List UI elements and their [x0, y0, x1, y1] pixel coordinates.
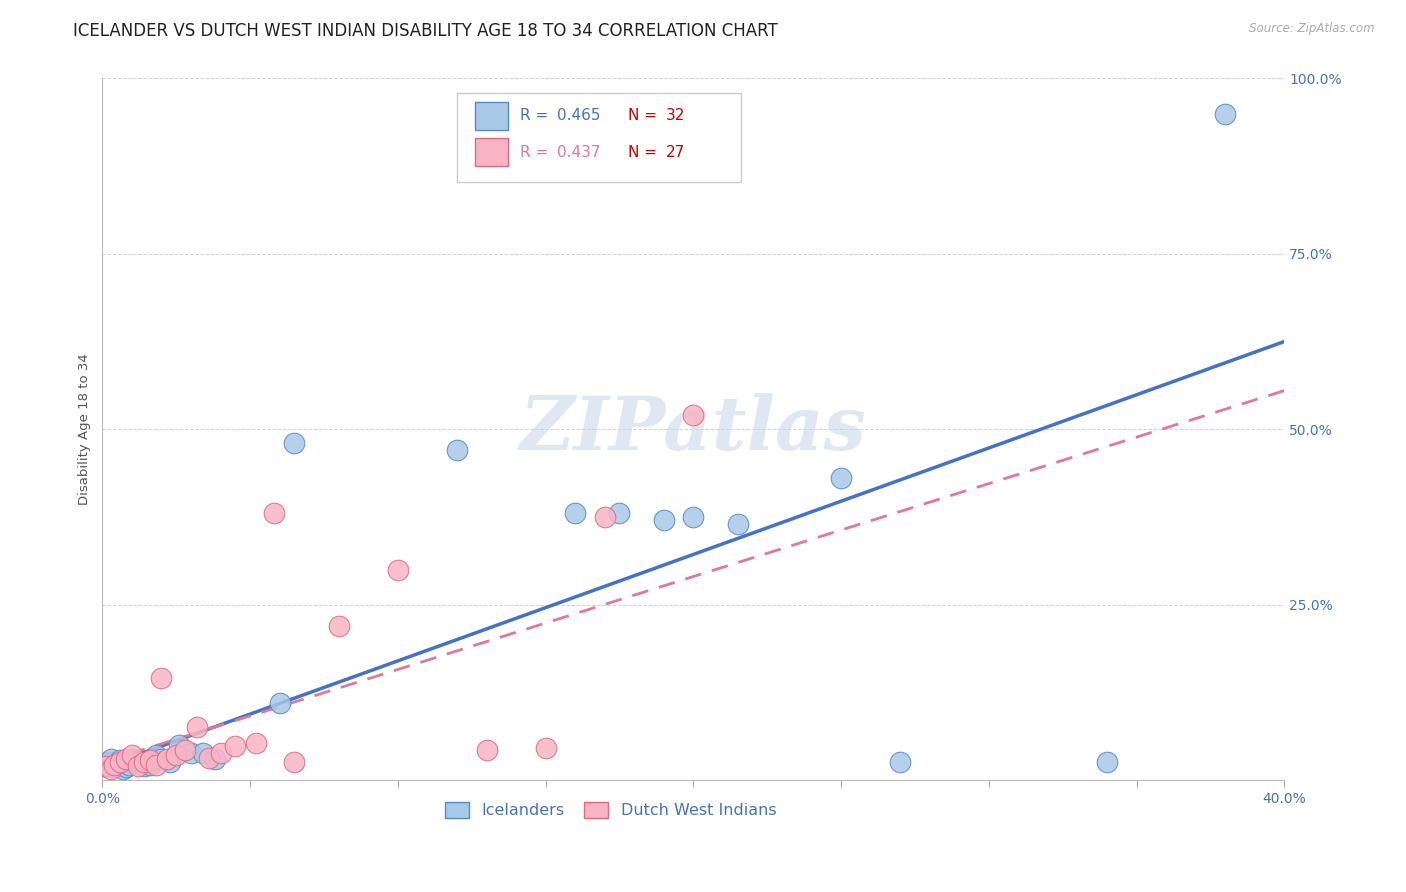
Point: [97, 756, 120, 770]
Point: [127, 756, 149, 770]
FancyBboxPatch shape: [457, 93, 741, 182]
Point: [475, 743, 498, 757]
Text: 32: 32: [666, 108, 686, 123]
Point: [108, 756, 131, 770]
Point: [127, 759, 149, 773]
Point: [224, 739, 246, 754]
Point: [138, 753, 160, 767]
Point: [446, 443, 468, 458]
Text: N =: N =: [628, 145, 662, 160]
Point: [132, 759, 155, 773]
Point: [121, 748, 143, 763]
Point: [118, 757, 141, 772]
Text: 0.465: 0.465: [557, 108, 600, 123]
Point: [727, 516, 749, 531]
Point: [197, 750, 219, 764]
Point: [100, 763, 122, 777]
Text: ICELANDER VS DUTCH WEST INDIAN DISABILITY AGE 18 TO 34 CORRELATION CHART: ICELANDER VS DUTCH WEST INDIAN DISABILIT…: [73, 22, 778, 40]
Point: [682, 408, 704, 422]
Text: Source: ZipAtlas.com: Source: ZipAtlas.com: [1250, 22, 1375, 36]
Point: [245, 736, 267, 750]
Point: [156, 752, 179, 766]
Point: [593, 509, 616, 524]
Point: [209, 747, 232, 761]
FancyBboxPatch shape: [475, 102, 508, 129]
Point: [100, 752, 122, 766]
Point: [165, 748, 187, 763]
Text: R =: R =: [520, 145, 553, 160]
Point: [830, 471, 852, 485]
Point: [138, 757, 160, 772]
Point: [132, 756, 155, 770]
Point: [103, 760, 125, 774]
Point: [263, 507, 285, 521]
FancyBboxPatch shape: [475, 138, 508, 166]
Point: [186, 720, 208, 734]
Text: 0.437: 0.437: [557, 145, 600, 160]
Point: [564, 507, 586, 521]
Point: [145, 748, 167, 763]
Point: [191, 747, 214, 761]
Text: R =: R =: [520, 108, 553, 123]
Point: [180, 747, 202, 761]
Point: [609, 507, 631, 521]
Point: [167, 738, 190, 752]
Point: [159, 756, 181, 770]
Point: [204, 752, 226, 766]
Point: [112, 763, 135, 777]
Point: [1095, 756, 1118, 770]
Point: [652, 513, 675, 527]
Y-axis label: Disability Age 18 to 34: Disability Age 18 to 34: [79, 353, 91, 505]
Point: [115, 760, 138, 774]
Text: 27: 27: [666, 145, 685, 160]
Point: [534, 741, 557, 756]
Point: [105, 757, 128, 772]
Point: [94, 759, 117, 773]
Point: [387, 562, 409, 576]
Point: [283, 436, 305, 450]
Text: ZIPatlas: ZIPatlas: [520, 393, 866, 466]
Point: [328, 618, 350, 632]
Point: [174, 743, 197, 757]
Point: [1213, 106, 1236, 120]
Point: [150, 671, 173, 685]
Point: [115, 752, 138, 766]
Point: [121, 752, 143, 766]
Point: [103, 757, 125, 772]
Point: [283, 756, 305, 770]
Point: [108, 753, 131, 767]
Point: [682, 509, 704, 524]
Point: [145, 757, 167, 772]
Point: [889, 756, 911, 770]
Legend: Icelanders, Dutch West Indians: Icelanders, Dutch West Indians: [439, 796, 783, 824]
Point: [269, 696, 291, 710]
Text: N =: N =: [628, 108, 662, 123]
Point: [94, 759, 117, 773]
Point: [150, 752, 173, 766]
